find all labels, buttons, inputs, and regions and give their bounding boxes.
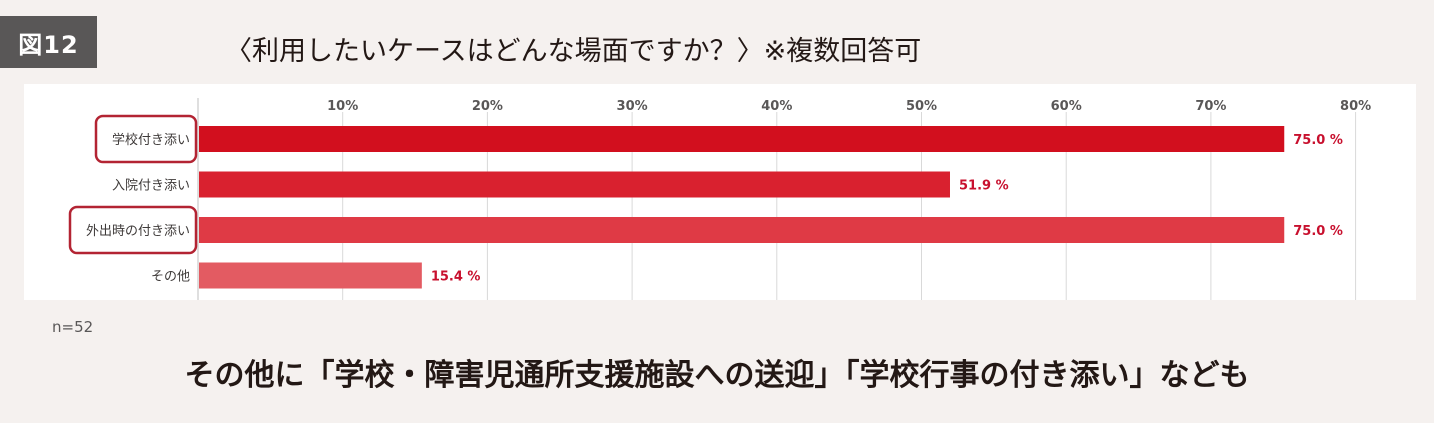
x-tick-label: 30% <box>617 99 648 114</box>
value-label: 15.4 % <box>431 270 481 285</box>
x-tick-label: 60% <box>1051 99 1082 114</box>
sample-size-note: n=52 <box>52 318 94 336</box>
x-tick-label: 80% <box>1340 99 1371 114</box>
x-tick-label: 10% <box>327 99 358 114</box>
x-tick-label: 40% <box>761 99 792 114</box>
category-highlight-box <box>68 205 198 255</box>
category-label: 学校付き添い <box>112 132 190 148</box>
category-label: 入院付き添い <box>112 179 190 194</box>
bar <box>199 171 950 198</box>
value-label: 75.0 % <box>1293 224 1343 239</box>
figure-label-badge: 図12 <box>0 16 97 68</box>
chart-title: 〈利用したいケースはどんな場面ですか？〉※複数回答可 <box>225 36 922 67</box>
bar <box>199 126 1285 152</box>
bar <box>199 262 422 289</box>
x-tick-label: 50% <box>906 99 937 114</box>
chart-panel: 10% 20% 30% 40% 50% 60% 70% 80% 75.0 % 学校付き添い 51.9… <box>24 84 1416 300</box>
category-highlight-box <box>94 114 198 164</box>
x-tick-label: 20% <box>472 99 503 114</box>
footer-caption: その他に「学校・障害児通所支援施設への送迎」「学校行事の付き添い」なども <box>184 358 1250 393</box>
value-label: 51.9 % <box>959 179 1009 194</box>
category-label: 外出時の付き添い <box>86 224 190 239</box>
x-tick-label: 70% <box>1195 99 1226 114</box>
category-label: その他 <box>151 270 190 285</box>
bar <box>199 217 1285 243</box>
value-label: 75.0 % <box>1293 133 1343 148</box>
bar-chart: 10% 20% 30% 40% 50% 60% 70% 80% 75.0 % 学校付き添い 51.9… <box>68 98 1371 300</box>
